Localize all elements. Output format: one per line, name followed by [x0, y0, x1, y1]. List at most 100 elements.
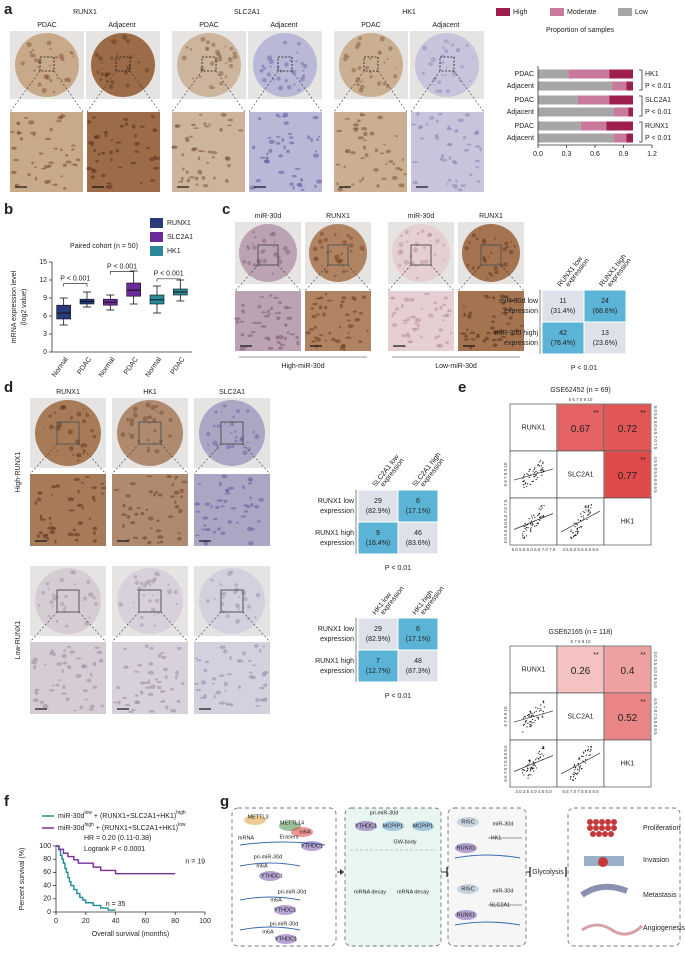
gene-label: HK1 [621, 518, 635, 525]
cell-nucleus [91, 495, 96, 500]
cell-nucleus [77, 503, 84, 508]
cell-nucleus [506, 322, 511, 325]
scatter-point [537, 752, 539, 754]
scatter-point [570, 537, 572, 539]
scatter-point [541, 504, 543, 507]
cell-nucleus [238, 129, 244, 132]
cell-nucleus [363, 139, 367, 142]
cell-nucleus [311, 315, 317, 319]
scatter-point [527, 777, 529, 779]
stain [229, 46, 234, 51]
diagram-label: mRNA decay [397, 889, 429, 895]
cell-nucleus [261, 672, 267, 677]
stain [72, 55, 75, 58]
cell-nucleus [313, 325, 317, 329]
cell-nucleus [91, 168, 95, 173]
cell-nucleus [252, 664, 256, 667]
scatter-point [570, 529, 572, 531]
cell-nucleus [142, 536, 148, 540]
cell [593, 819, 599, 825]
stain [107, 71, 112, 76]
scatter-point [527, 775, 529, 777]
cell-nucleus [352, 123, 359, 127]
stain [238, 596, 241, 599]
cell-nucleus [315, 150, 318, 153]
table-value: (82.9%) [366, 636, 391, 643]
scatter-point [523, 474, 525, 476]
cell-nucleus [55, 120, 62, 123]
x-tick-label: 20 [82, 918, 90, 925]
significance-bracket [109, 271, 135, 275]
cell-nucleus [316, 179, 322, 184]
scatter-point [528, 716, 530, 718]
scatter-point [588, 504, 590, 507]
stain [82, 452, 85, 455]
scatter-point [589, 754, 591, 756]
cell-nucleus [278, 170, 285, 175]
stain [432, 77, 437, 82]
scatter-point [589, 512, 591, 514]
zoom-line [9, 70, 41, 113]
cell-nucleus [275, 142, 281, 145]
x-tick-label: Normal [51, 356, 70, 379]
cell-nucleus [56, 662, 62, 666]
y-tick-label: 60 [43, 869, 51, 876]
stain [104, 73, 109, 78]
scatter-point [582, 515, 584, 517]
cell-nucleus [409, 297, 415, 302]
stain [88, 616, 91, 619]
cell-nucleus [65, 697, 70, 702]
stain [228, 63, 234, 69]
cell-nucleus [248, 541, 254, 546]
cell-nucleus [203, 125, 210, 128]
cell-nucleus [62, 685, 66, 690]
table-cell [397, 489, 439, 523]
cell-nucleus [460, 184, 467, 188]
cell-nucleus [73, 532, 81, 537]
cell-nucleus [401, 158, 404, 161]
cell-nucleus [92, 116, 96, 119]
cell [590, 831, 596, 837]
cell-nucleus [53, 527, 57, 530]
cell-nucleus [288, 141, 295, 145]
stain [438, 89, 443, 94]
tissue-core [177, 33, 241, 97]
stain [100, 68, 103, 71]
cell-nucleus [446, 182, 449, 185]
cell-nucleus [55, 484, 60, 488]
cell-nucleus [464, 334, 468, 339]
diagram-label: Erasers [280, 834, 299, 840]
cell-nucleus [438, 328, 444, 332]
cell-nucleus [207, 150, 213, 154]
cell-nucleus [286, 316, 293, 320]
protein [244, 815, 266, 825]
cell-nucleus [122, 117, 129, 121]
stain [137, 60, 141, 64]
cell-nucleus [98, 658, 104, 663]
cell-nucleus [193, 127, 200, 130]
box [126, 282, 141, 297]
stain [155, 410, 158, 413]
stain [259, 68, 264, 73]
cell-nucleus [195, 534, 200, 537]
cell-nucleus [115, 149, 119, 153]
cell-nucleus [14, 183, 20, 187]
scatter-point [580, 515, 582, 518]
scatter-point [543, 746, 545, 748]
correlation-value: 0.67 [571, 424, 591, 435]
cell-nucleus [510, 333, 515, 336]
stain [361, 80, 364, 82]
legend-label: HK1 [167, 248, 181, 255]
cell-nucleus [116, 686, 121, 690]
cell-nucleus [48, 689, 55, 692]
zoom-line [111, 611, 140, 643]
stain [89, 428, 94, 433]
cell-nucleus [226, 673, 232, 676]
cell-nucleus [248, 674, 254, 679]
significance: ** [593, 410, 599, 417]
diagram-label: SLC2A1 [490, 902, 511, 908]
scatter-point [536, 716, 538, 718]
stain [337, 259, 343, 264]
stain [129, 422, 134, 427]
scatter-point [522, 717, 525, 719]
